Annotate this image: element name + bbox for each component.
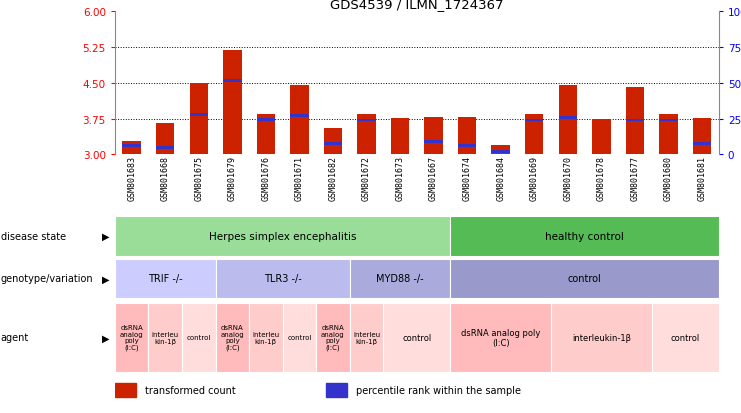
Bar [223, 80, 242, 83]
Bar [651, 303, 719, 373]
Bar [451, 303, 551, 373]
Bar [559, 116, 577, 119]
Text: interleu
kin-1β: interleu kin-1β [152, 331, 179, 344]
Text: dsRNA
analog
poly
(I:C): dsRNA analog poly (I:C) [221, 325, 244, 351]
Bar [282, 303, 316, 373]
Bar [148, 303, 182, 373]
Bar [659, 119, 678, 122]
Text: control: control [671, 333, 700, 342]
Text: TRIF -/-: TRIF -/- [148, 274, 182, 284]
Bar [525, 114, 543, 155]
Bar [592, 119, 611, 155]
Text: percentile rank within the sample: percentile rank within the sample [356, 385, 522, 395]
Text: GSM801676: GSM801676 [262, 156, 270, 201]
Text: control: control [187, 335, 211, 341]
Bar [357, 119, 376, 122]
Text: ▶: ▶ [102, 274, 109, 284]
Bar [324, 143, 342, 146]
Text: Herpes simplex encephalitis: Herpes simplex encephalitis [209, 231, 356, 241]
Text: control: control [288, 335, 311, 341]
Bar [156, 146, 174, 149]
Bar [122, 145, 141, 148]
Bar [625, 119, 644, 122]
Bar [324, 129, 342, 155]
Bar [491, 151, 510, 154]
Text: interleukin-1β: interleukin-1β [572, 333, 631, 342]
Bar [491, 145, 510, 155]
Bar [357, 114, 376, 155]
Text: disease state: disease state [1, 231, 66, 241]
Bar [559, 86, 577, 155]
Text: GSM801675: GSM801675 [194, 156, 203, 201]
Bar [326, 383, 348, 397]
Bar [451, 216, 719, 256]
Bar [190, 83, 208, 155]
Bar [391, 118, 409, 155]
Bar [458, 145, 476, 148]
Text: dsRNA
analog
poly
(I:C): dsRNA analog poly (I:C) [321, 325, 345, 351]
Text: dsRNA
analog
poly
(I:C): dsRNA analog poly (I:C) [120, 325, 144, 351]
Text: GSM801679: GSM801679 [227, 156, 237, 201]
Bar [256, 119, 275, 122]
Text: genotype/variation: genotype/variation [1, 274, 93, 284]
Text: GSM801671: GSM801671 [295, 156, 304, 201]
Bar [115, 383, 136, 397]
Bar [458, 118, 476, 155]
Bar [190, 114, 208, 117]
Text: interleu
kin-1β: interleu kin-1β [252, 331, 279, 344]
Bar [216, 259, 350, 299]
Bar [156, 124, 174, 155]
Text: MYD88 -/-: MYD88 -/- [376, 274, 424, 284]
Text: dsRNA analog poly
(I:C): dsRNA analog poly (I:C) [461, 328, 540, 347]
Bar [693, 118, 711, 155]
Text: GSM801680: GSM801680 [664, 156, 673, 201]
Bar [223, 51, 242, 155]
Text: GSM801677: GSM801677 [631, 156, 639, 201]
Text: control: control [402, 333, 431, 342]
Text: GSM801684: GSM801684 [496, 156, 505, 201]
Text: GSM801678: GSM801678 [597, 156, 606, 201]
Bar [256, 114, 275, 155]
Text: GSM801674: GSM801674 [462, 156, 471, 201]
Bar [290, 114, 308, 117]
Text: GSM801682: GSM801682 [328, 156, 337, 201]
Bar [115, 216, 451, 256]
Bar [249, 303, 282, 373]
Text: GSM801672: GSM801672 [362, 156, 371, 201]
Bar [659, 114, 678, 155]
Text: ▶: ▶ [102, 231, 109, 241]
Text: healthy control: healthy control [545, 231, 624, 241]
Bar [693, 143, 711, 146]
Bar [115, 303, 148, 373]
Text: GSM801683: GSM801683 [127, 156, 136, 201]
Text: TLR3 -/-: TLR3 -/- [264, 274, 302, 284]
Bar [182, 303, 216, 373]
Bar [625, 88, 644, 155]
Bar [350, 303, 383, 373]
Bar [350, 259, 451, 299]
Bar [425, 118, 443, 155]
Bar [425, 140, 443, 143]
Text: ▶: ▶ [102, 332, 109, 343]
Bar [115, 259, 216, 299]
Bar [316, 303, 350, 373]
Bar [551, 303, 651, 373]
Bar [290, 86, 308, 155]
Bar [122, 142, 141, 155]
Text: control: control [568, 274, 602, 284]
Text: GSM801668: GSM801668 [161, 156, 170, 201]
Text: interleu
kin-1β: interleu kin-1β [353, 331, 380, 344]
Text: GSM801681: GSM801681 [697, 156, 706, 201]
Title: GDS4539 / ILMN_1724367: GDS4539 / ILMN_1724367 [330, 0, 504, 11]
Text: GSM801669: GSM801669 [530, 156, 539, 201]
Text: GSM801670: GSM801670 [563, 156, 572, 201]
Text: agent: agent [1, 332, 29, 343]
Bar [525, 119, 543, 122]
Text: transformed count: transformed count [145, 385, 236, 395]
Text: GSM801673: GSM801673 [396, 156, 405, 201]
Bar [216, 303, 249, 373]
Bar [451, 259, 719, 299]
Text: GSM801667: GSM801667 [429, 156, 438, 201]
Bar [383, 303, 451, 373]
